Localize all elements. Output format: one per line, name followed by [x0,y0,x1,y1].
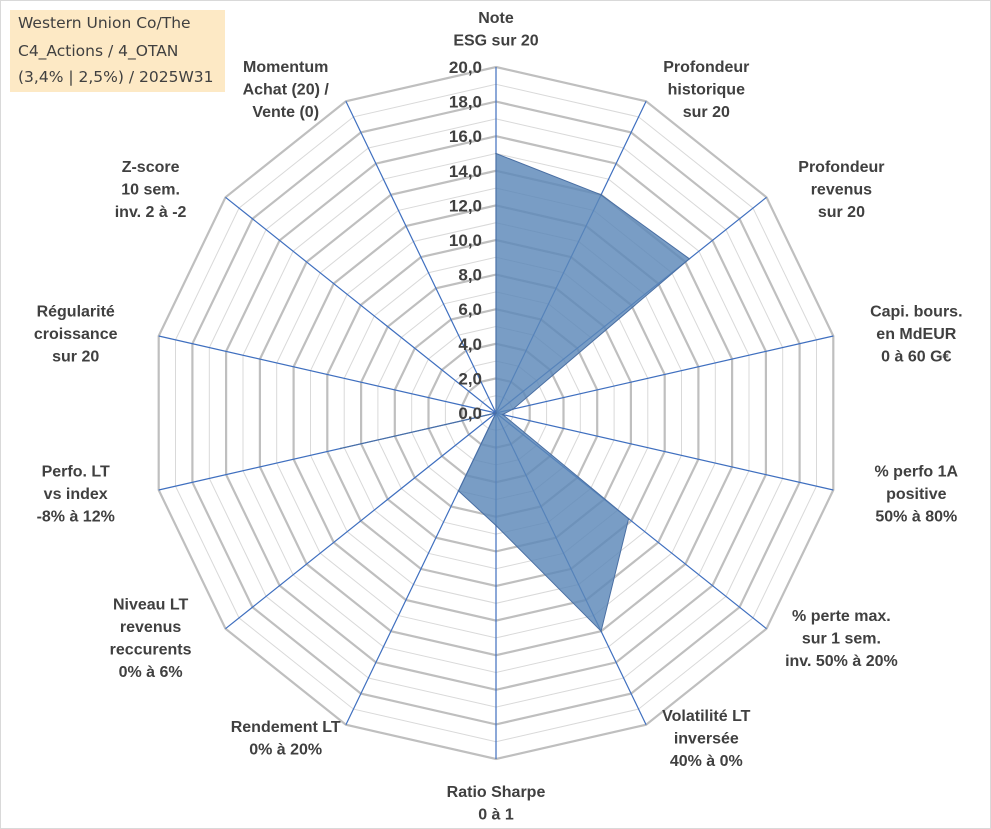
axis-label: 50% à 80% [875,509,957,526]
tick-label: 16,0 [449,127,482,146]
tick-label: 4,0 [458,335,482,354]
series-point [600,630,602,632]
axis-label: vs index [44,486,108,503]
axis-label: Niveau LT [113,597,189,614]
tick-label: 0,0 [458,404,482,423]
axis-label: Perfo. LT [42,464,110,481]
axis-label: sur 20 [818,204,865,221]
axis-label: Momentum [243,59,328,76]
axis-label: Achat (20) / [243,82,330,99]
axis-label: 40% à 0% [670,753,743,770]
tick-labels: 0,0 2,0 4,0 6,0 8,0 10,0 12,0 14,0 16,0 18,0 20,0 [449,58,482,423]
series-point [627,517,630,520]
axis-label: % perte max. [792,608,891,625]
axis-spoke [345,101,497,414]
axis-label: inv. 50% à 20% [785,653,898,670]
tick-label: 6,0 [458,300,482,319]
axis-label: inv. 2 à -2 [115,204,187,221]
axis-label: % perfo 1A [875,464,959,481]
tick-label: 20,0 [449,58,482,77]
axis-label: croissance [34,326,118,343]
info-line-category: C4_Actions / 4_OTAN [18,42,179,60]
axis-label: Profondeur [798,159,884,176]
axis-label: -8% à 12% [37,509,115,526]
axis-label: 10 sem. [121,182,180,199]
tick-label: 10,0 [449,231,482,250]
axis-label: 0% à 20% [249,742,322,759]
axis-label: Rendement LT [231,719,341,736]
axis-label: sur 1 sem. [802,631,881,648]
axis-label: Vente (0) [252,104,319,121]
axis-label: sur 20 [683,104,730,121]
axis-spoke [158,335,497,414]
series-point [501,413,504,416]
tick-label: 12,0 [449,196,482,215]
series-point [688,258,691,260]
axis-label: ESG sur 20 [453,33,538,50]
series-point [512,408,514,411]
info-box: Western Union Co/The C4_Actions / 4_OTAN… [10,10,225,92]
info-line-company: Western Union Co/The [18,14,191,32]
axis-label: positive [886,486,947,503]
axis-label: 0 à 60 G€ [881,348,951,365]
axis-label: Profondeur [663,59,749,76]
axis-spoke [225,412,497,630]
axis-label: 0 à 1 [478,807,514,824]
axis-label: inversée [674,730,739,747]
axis-label: Régularité [37,303,115,320]
series-point [495,152,497,155]
tick-label: 8,0 [458,266,482,285]
series-point [600,194,602,196]
tick-label: 2,0 [458,369,482,388]
series-point [340,447,342,450]
info-line-period: (3,4% | 2,5%) / 2025W31 [18,68,214,86]
axis-label: Capi. bours. [870,303,962,320]
axis-label: historique [668,82,745,99]
axis-label: sur 20 [52,348,99,365]
axis-label: revenus [120,619,181,636]
axis-label: Ratio Sharpe [447,784,546,801]
axis-label: 0% à 6% [119,664,183,681]
axis-label: Note [478,10,514,27]
data-series [340,152,691,633]
axis-label: Volatilité LT [662,708,751,725]
axis-label: en MdEUR [876,326,956,343]
series-point [457,490,460,492]
series-point [495,524,497,527]
axis-label: revenus [811,182,872,199]
series-point [495,412,497,414]
tick-label: 18,0 [449,93,482,112]
axis-label: Z-score [122,159,180,176]
axis-labels: Note ESG sur 20 Profondeur historique sur 20… [34,10,963,824]
axis-spoke [495,335,834,414]
tick-label: 14,0 [449,162,482,181]
axis-label: reccurents [110,642,192,659]
axis-spoke [225,196,497,414]
axis-spoke [495,412,834,491]
